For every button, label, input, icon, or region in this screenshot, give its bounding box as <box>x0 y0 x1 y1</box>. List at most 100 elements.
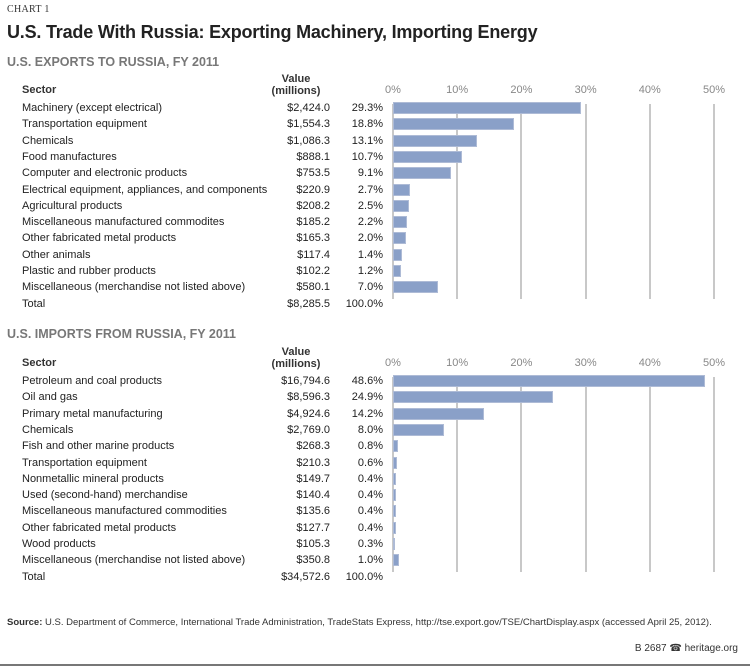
x-tick-label: 50% <box>702 84 726 96</box>
percent-cell: 10.7% <box>351 150 383 163</box>
total-value: $8,285.5 <box>287 297 330 310</box>
footer-rule <box>0 664 750 666</box>
gridline <box>713 104 715 300</box>
percent-cell: 9.1% <box>357 167 383 180</box>
value-cell: $208.2 <box>296 199 330 212</box>
percent-cell: 18.8% <box>351 118 383 131</box>
value-cell: $888.1 <box>296 150 330 163</box>
value-cell: $4,924.6 <box>287 407 330 420</box>
value-cell: $117.4 <box>297 248 330 261</box>
bar <box>393 521 396 534</box>
value-cell: $165.3 <box>296 232 330 245</box>
gridline <box>456 377 459 573</box>
value-cell: $102.2 <box>296 265 330 277</box>
gridline <box>520 377 523 573</box>
bar <box>393 134 478 147</box>
percent-cell: 1.2% <box>357 265 383 277</box>
value-cell: $135.6 <box>296 505 330 518</box>
sector-label: Chemicals <box>22 134 74 147</box>
percent-cell: 0.4% <box>357 505 383 518</box>
percent-cell: 0.3% <box>357 538 383 550</box>
sector-label: Miscellaneous manufactured commodites <box>22 216 225 229</box>
percent-cell: 24.9% <box>351 391 383 404</box>
bar <box>393 102 582 114</box>
bar <box>393 472 396 485</box>
source-text: U.S. Department of Commerce, Internation… <box>42 617 712 628</box>
percent-cell: 0.4% <box>357 472 383 485</box>
bar <box>393 265 401 277</box>
gridline <box>520 104 523 300</box>
sector-label: Electrical equipment, appliances, and co… <box>22 183 268 196</box>
gridline <box>456 104 459 300</box>
sector-label: Fish and other marine products <box>22 440 175 453</box>
chart-title: U.S. Trade With Russia: Exporting Machin… <box>7 22 538 42</box>
sector-label: Food manufactures <box>22 150 117 163</box>
report-code: B 2687 <box>634 643 667 654</box>
percent-cell: 0.6% <box>357 456 383 469</box>
bar <box>393 423 445 436</box>
panel-title: U.S. IMPORTS FROM RUSSIA, FY 2011 <box>7 327 236 341</box>
x-tick-label: 20% <box>510 84 533 96</box>
percent-cell: 0.8% <box>357 440 383 453</box>
sector-label: Oil and gas <box>22 391 78 404</box>
value-cell: $140.4 <box>296 489 330 502</box>
sector-label: Miscellaneous (merchandise not listed ab… <box>22 281 246 294</box>
bar <box>393 538 395 550</box>
percent-cell: 2.0% <box>357 232 383 245</box>
bar <box>393 440 399 453</box>
sector-label: Other animals <box>22 248 91 261</box>
sector-label: Primary metal manufacturing <box>22 407 163 420</box>
sector-label: Computer and electronic products <box>22 167 188 180</box>
gridline <box>713 377 715 573</box>
sector-label: Nonmetallic mineral products <box>22 472 164 485</box>
value-header: Value (millions) <box>271 73 321 97</box>
value-cell: $350.8 <box>296 554 330 567</box>
bar <box>393 150 462 163</box>
x-tick-label: 10% <box>446 357 469 369</box>
liberty-bell-icon: ☎ <box>669 643 682 654</box>
x-tick-label: 30% <box>574 357 597 369</box>
sector-label: Miscellaneous manufactured commodities <box>22 505 227 518</box>
value-cell: $580.1 <box>296 281 330 294</box>
percent-cell: 2.7% <box>357 183 383 196</box>
value-cell: $8,596.3 <box>287 391 330 404</box>
percent-cell: 14.2% <box>351 407 383 420</box>
bar <box>393 281 438 294</box>
total-percent: 100.0% <box>345 297 383 310</box>
chart-label: CHART 1 <box>7 4 50 15</box>
total-label: Total <box>22 297 46 310</box>
bar <box>393 391 553 404</box>
x-tick-label: 30% <box>574 84 597 96</box>
value-cell: $210.3 <box>296 456 330 469</box>
sector-label: Transportation equipment <box>22 456 147 469</box>
bar <box>393 554 400 567</box>
sector-label: Other fabricated metal products <box>22 521 177 534</box>
value-cell: $185.2 <box>296 216 330 229</box>
percent-cell: 7.0% <box>357 281 383 294</box>
bar <box>393 375 705 387</box>
sector-label: Agricultural products <box>22 199 123 212</box>
x-tick-label: 0% <box>385 357 401 369</box>
sector-label: Plastic and rubber products <box>22 265 156 277</box>
bar <box>393 248 402 261</box>
bar <box>393 167 452 180</box>
percent-cell: 1.4% <box>357 248 383 261</box>
sector-header: Sector <box>22 84 57 96</box>
bar <box>393 407 485 420</box>
sector-label: Miscellaneous (merchandise not listed ab… <box>22 554 246 567</box>
percent-cell: 48.6% <box>351 375 383 387</box>
x-tick-label: 40% <box>638 357 661 369</box>
total-percent: 100.0% <box>345 570 383 583</box>
value-cell: $149.7 <box>296 472 330 485</box>
x-tick-label: 0% <box>385 84 401 96</box>
sector-label: Chemicals <box>22 423 74 436</box>
gridline <box>648 104 651 300</box>
value-cell: $753.5 <box>296 167 330 180</box>
percent-cell: 29.3% <box>351 102 383 114</box>
bar <box>393 505 396 518</box>
source-label: Source: <box>7 617 43 628</box>
x-tick-label: 10% <box>446 84 469 96</box>
value-cell: $1,086.3 <box>287 134 330 147</box>
percent-cell: 0.4% <box>357 521 383 534</box>
